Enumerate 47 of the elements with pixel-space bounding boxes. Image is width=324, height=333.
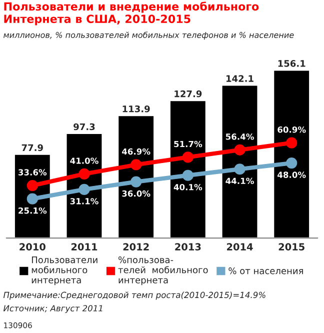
x-tick-label: 2014: [227, 243, 253, 250]
legend-label: Пользователи мобильного интернета: [32, 256, 98, 286]
chart-subtitle: миллионов, % пользователей мобильных телефонов и % население: [4, 32, 294, 40]
bar: [272, 69, 310, 238]
data-label: 44.1%: [226, 178, 254, 184]
point: [130, 176, 142, 188]
x-tick-label: 2013: [175, 243, 201, 250]
point: [286, 157, 298, 169]
point: [286, 137, 298, 148]
data-label: 40.1%: [174, 184, 202, 190]
data-label: 156.1: [278, 60, 306, 67]
chart-title: Пользователи и внедрение мобильного Интернета в США, 2010-2015: [4, 2, 259, 26]
x-tick-label: 2012: [123, 243, 149, 250]
bar: [117, 114, 155, 238]
point: [26, 193, 38, 204]
point: [26, 180, 38, 192]
legend-label: %пользова- телей мобильного интернета: [118, 256, 208, 286]
data-label: 56.4%: [226, 133, 254, 140]
data-label: 33.6%: [18, 169, 47, 176]
data-label: 48.0%: [278, 172, 306, 178]
data-label: 60.9%: [278, 126, 306, 133]
x-tick-label: 2010: [20, 243, 46, 250]
bar: [220, 84, 259, 238]
data-label: 31.1%: [70, 198, 98, 204]
data-label: 41.0%: [70, 158, 98, 164]
point: [234, 144, 246, 156]
text: Источник; Август 2011: [3, 305, 102, 314]
x-tick-label: 2011: [71, 243, 98, 250]
data-label: 113.9: [122, 105, 150, 112]
point: [182, 152, 194, 163]
data-label: 77.9: [22, 144, 43, 152]
legend-label: % от населения: [228, 267, 303, 274]
data-label: 142.1: [226, 75, 254, 82]
point: [130, 159, 142, 170]
point: [182, 170, 194, 181]
point: [78, 168, 90, 180]
data-label: 97.3: [74, 123, 95, 130]
data-label: 127.9: [174, 90, 202, 98]
data-label: 25.1%: [18, 207, 47, 214]
point: [234, 164, 246, 175]
point: [78, 184, 90, 196]
text: Примечание:Среднегодовой темп роста(2010-2015)=14.9%: [3, 292, 266, 300]
data-label: 36.0%: [122, 190, 150, 197]
bar: [169, 100, 207, 238]
data-label: 46.9%: [122, 148, 150, 155]
data-label: 51.7%: [174, 140, 202, 148]
x-tick-label: 2015: [278, 243, 304, 250]
